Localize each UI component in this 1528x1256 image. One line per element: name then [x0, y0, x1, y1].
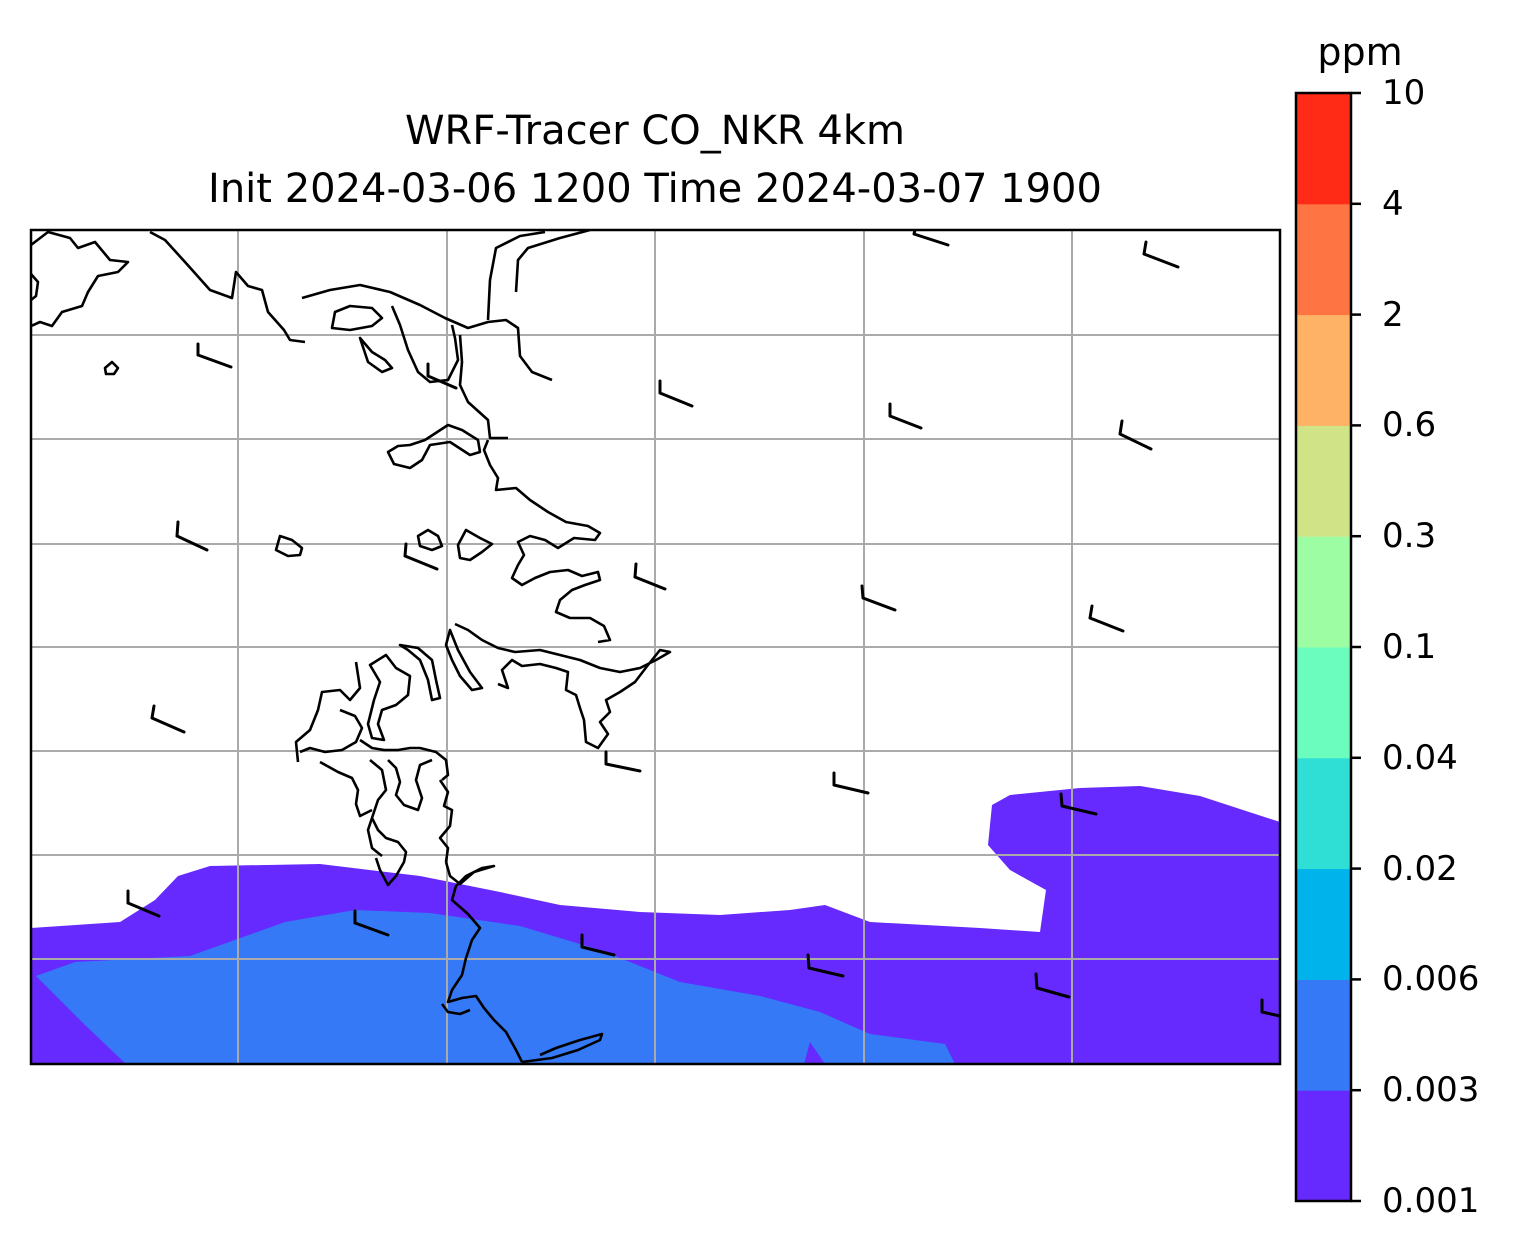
wind-barb	[658, 379, 694, 408]
wind-barb	[860, 584, 897, 612]
map-subtitle: Init 2024-03-06 1200 Time 2024-03-07 190…	[208, 166, 1102, 212]
colorbar-tick-label: 0.001	[1382, 1181, 1480, 1221]
wind-barb	[832, 771, 870, 795]
wind-barb	[1142, 240, 1180, 269]
colorbar-tick-label: 0.006	[1382, 959, 1480, 1000]
wind-barb	[353, 909, 390, 937]
wind-barb	[175, 520, 209, 552]
map-panel	[31, 230, 1280, 1064]
wind-barb	[806, 953, 845, 978]
colorbar-segment	[1296, 93, 1351, 205]
lat-lon-gridlines	[31, 230, 1280, 1064]
colorbar-segment	[1296, 868, 1351, 980]
wind-barb	[403, 542, 439, 571]
colorbar-unit-label: ppm	[1317, 30, 1403, 74]
colorbar-tick-label: 0.02	[1382, 848, 1458, 889]
wind-barb	[150, 704, 186, 734]
colorbar-tick-label: 0.1	[1382, 627, 1437, 667]
colorbar-segment	[1296, 203, 1351, 316]
wind-barb	[604, 750, 642, 773]
wind-barb	[1088, 604, 1125, 633]
colorbar-segment	[1296, 979, 1351, 1091]
colorbar-tick-label: 4	[1382, 183, 1404, 224]
colorbar-segment	[1296, 647, 1351, 759]
wind-barb	[196, 342, 233, 369]
wind-barb	[426, 362, 458, 390]
co-contour-0.003	[36, 910, 955, 1064]
colorbar-segment	[1296, 757, 1351, 870]
wind-barb	[912, 230, 950, 247]
colorbar-segment	[1296, 425, 1351, 537]
colorbar-segment	[1296, 314, 1351, 426]
colorbar-tick-label: 0.003	[1382, 1070, 1480, 1111]
wind-barb	[1118, 419, 1153, 451]
map-frame	[29, 228, 1282, 1066]
colorbar-tick-label: 10	[1382, 73, 1426, 113]
colorbar-segment	[1296, 536, 1351, 648]
map-title: WRF-Tracer CO_NKR 4km	[404, 108, 906, 154]
wind-barb	[126, 889, 161, 918]
wind-barb	[1059, 792, 1098, 816]
wind-barb	[1260, 998, 1280, 1018]
colorbar-tick-label: 0.3	[1382, 516, 1437, 557]
colorbar-tick-label: 0.6	[1382, 405, 1437, 446]
colorbar-segment	[1296, 1090, 1351, 1202]
wind-barb	[580, 933, 616, 957]
wind-barbs	[126, 230, 1280, 1018]
colorbar-tick-label: 0.04	[1382, 737, 1458, 778]
colorbar	[1296, 91, 1361, 1203]
colorbar-frame	[1294, 91, 1353, 1203]
coastlines	[31, 230, 672, 1064]
colorbar-tick-label: 2	[1382, 294, 1404, 335]
wind-barb	[888, 402, 923, 430]
wind-barb	[1034, 972, 1071, 999]
wind-barb	[633, 562, 667, 591]
